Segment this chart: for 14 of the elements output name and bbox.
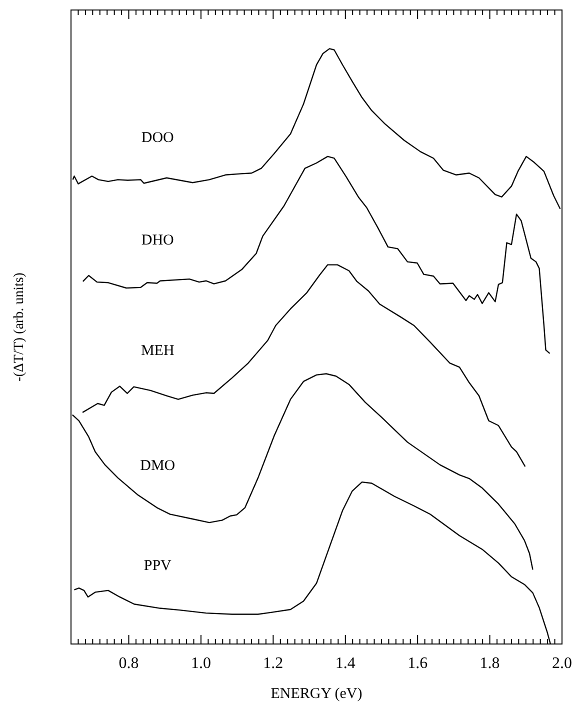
y-axis-title: -(ΔT/T) (arb. units) — [12, 272, 27, 382]
x-tick-label: 0.8 — [118, 655, 139, 672]
x-axis-title: ENERGY (eV) — [270, 686, 362, 702]
x-tick-label: 1.2 — [263, 655, 284, 672]
series-label: MEH — [140, 342, 174, 359]
x-tick-label: 1.6 — [408, 655, 428, 672]
text: DHO — [141, 232, 174, 249]
x-tick-label: 1.0 — [190, 655, 211, 672]
x-tick-label: 1.8 — [480, 655, 500, 672]
x-tick-label: 1.4 — [335, 655, 356, 672]
text: DOO — [141, 130, 174, 146]
series-label: DMO — [140, 458, 176, 474]
x-tick-label: 2.0 — [552, 655, 572, 672]
text: PPV — [144, 558, 172, 574]
